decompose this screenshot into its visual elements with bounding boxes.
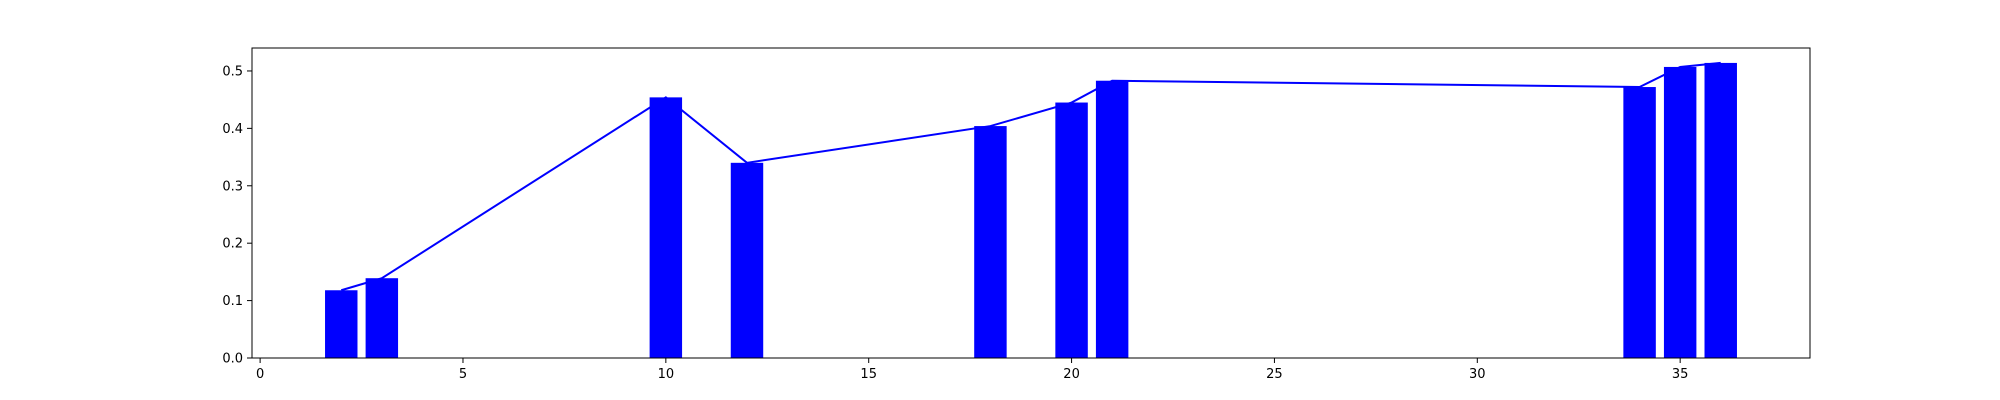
bar [325,290,358,358]
y-tick-label: 0.2 [222,237,243,252]
x-tick-label: 20 [1063,367,1080,382]
x-tick-label: 15 [860,367,877,382]
bar [1055,102,1088,358]
x-tick-label: 25 [1266,367,1283,382]
y-tick-label: 0.1 [222,294,243,309]
x-tick-label: 5 [459,367,467,382]
bar [1095,80,1129,358]
y-tick-label: 0.5 [222,64,243,79]
bar [365,278,399,358]
x-tick-label: 10 [658,367,675,382]
bar [1704,62,1737,358]
bar [730,162,764,358]
axes-frame [251,47,1811,359]
y-tick-label: 0.0 [222,352,243,367]
bar [649,97,683,359]
x-tick-label: 0 [256,367,264,382]
bar [1623,87,1656,358]
x-axis-ticks: 0 5 10 15 20 25 30 35 [256,358,1688,382]
series-line [340,61,1721,292]
y-axis-ticks: 0.0 0.1 0.2 0.3 0.4 0.5 [222,64,252,367]
bar [974,126,1007,359]
x-tick-label: 35 [1672,367,1689,382]
y-tick-label: 0.3 [222,179,243,194]
bar [1663,66,1697,358]
y-tick-label: 0.4 [222,122,243,137]
x-tick-label: 30 [1469,367,1486,382]
bars-group [325,62,1737,359]
